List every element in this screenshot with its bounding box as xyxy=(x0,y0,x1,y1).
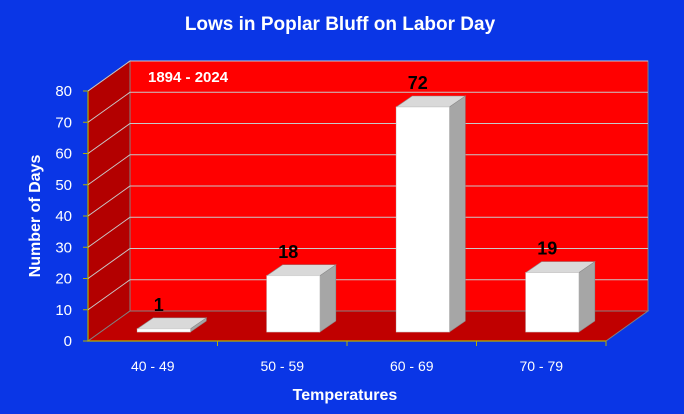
y-tick-label: 50 xyxy=(55,177,72,194)
bar-front xyxy=(395,106,450,333)
bar-front xyxy=(136,328,191,333)
y-tick-label: 10 xyxy=(55,302,72,319)
bar-side xyxy=(578,261,596,333)
gridline xyxy=(87,60,648,92)
gridlines xyxy=(87,60,648,311)
x-tick-label: 50 - 59 xyxy=(260,358,304,374)
data-label: 19 xyxy=(537,239,557,259)
bar xyxy=(524,261,596,333)
y-tick-label: 30 xyxy=(55,239,72,256)
gridline xyxy=(87,91,648,123)
data-label: 72 xyxy=(408,73,428,93)
y-tick-label: 0 xyxy=(64,333,72,350)
data-label: 1 xyxy=(154,295,164,315)
gridline xyxy=(87,154,648,186)
x-tick-label: 60 - 69 xyxy=(390,358,434,374)
chart-subtitle: 1894 - 2024 xyxy=(148,69,229,86)
gridline xyxy=(87,185,648,217)
y-tick-label: 60 xyxy=(55,146,72,163)
bar xyxy=(395,95,467,333)
bar-side xyxy=(448,95,466,333)
y-tick-label: 40 xyxy=(55,208,72,225)
gridline xyxy=(87,123,648,154)
gridline xyxy=(87,248,648,279)
chart-title: Lows in Poplar Bluff on Labor Day xyxy=(185,14,496,35)
bar-side xyxy=(319,264,337,333)
data-label: 18 xyxy=(278,242,298,262)
y-tick-label: 20 xyxy=(55,271,72,288)
data-labels: 1 18 72 19 xyxy=(154,73,558,315)
y-axis-label: Number of Days xyxy=(27,155,44,278)
x-tick-label: 40 - 49 xyxy=(131,358,175,374)
bars xyxy=(136,95,596,333)
bar-front xyxy=(525,272,580,333)
gridline xyxy=(87,216,648,248)
bar xyxy=(136,317,208,333)
x-axis-label: Temperatures xyxy=(293,387,398,404)
y-tick-label: 80 xyxy=(55,83,72,100)
gridline xyxy=(87,279,648,311)
y-tick-label: 70 xyxy=(55,114,72,131)
x-tick-label: 70 - 79 xyxy=(519,358,563,374)
bar-front xyxy=(266,275,321,333)
bar xyxy=(265,264,337,333)
y-axis-ticks: 0 10 20 30 40 50 60 70 80 xyxy=(55,83,88,350)
x-axis-ticks: 40 - 49 50 - 59 60 - 69 70 - 79 xyxy=(131,341,607,374)
